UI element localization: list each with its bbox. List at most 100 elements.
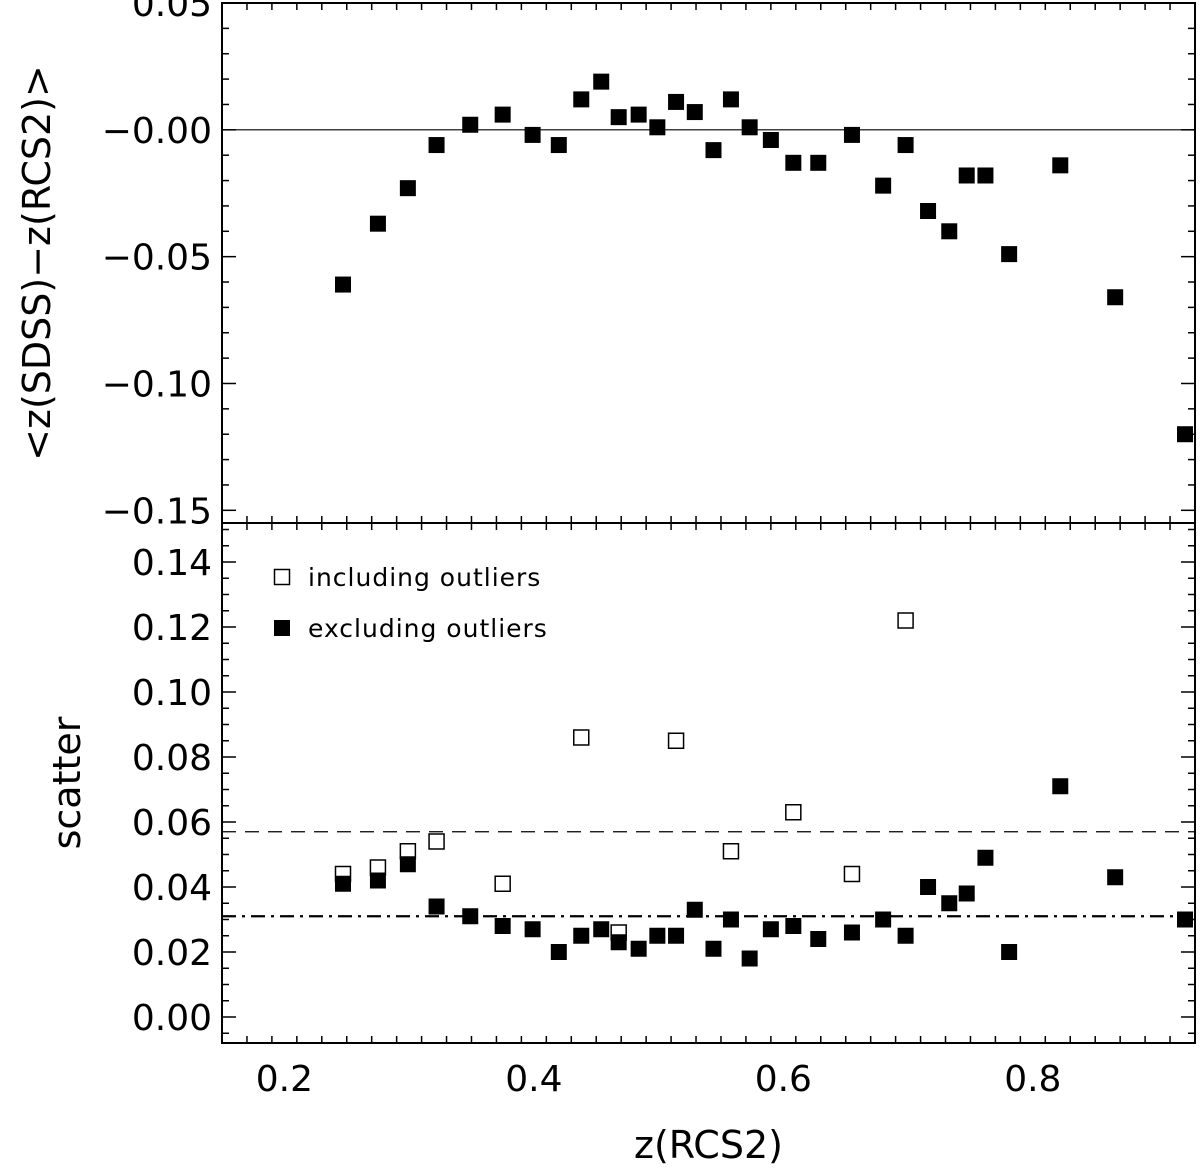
y-tick-label: 0.00 — [132, 998, 212, 1039]
data-point-filled — [1052, 778, 1069, 795]
data-point-filled — [920, 203, 937, 219]
data-point-filled — [649, 119, 666, 136]
data-point-filled — [1107, 289, 1124, 306]
data-point-filled — [399, 180, 416, 197]
top-panel: 0.05 −0.00 −0.05 −0.10 −0.15 — [102, 0, 1196, 532]
y-tick-label: 0.14 — [132, 543, 212, 584]
data-point-filled — [428, 137, 445, 154]
data-point-filled — [741, 950, 758, 967]
data-point-filled — [462, 908, 479, 925]
data-point-filled — [958, 885, 975, 902]
x-tick-label: 0.6 — [755, 1059, 812, 1100]
y-tick-label: 0.05 — [132, 0, 212, 25]
legend-label: excluding outliers — [308, 614, 548, 643]
y-tick-label: 0.04 — [132, 868, 212, 909]
legend-marker-open — [273, 568, 291, 586]
data-point-filled — [1052, 157, 1069, 174]
data-point-filled — [762, 131, 779, 148]
data-point-filled — [785, 154, 802, 171]
data-point-filled — [428, 898, 445, 915]
data-point-filled — [335, 276, 352, 293]
data-point-filled — [668, 927, 685, 944]
data-point-open — [843, 865, 861, 883]
data-point-filled — [610, 109, 627, 126]
data-point-open — [667, 732, 685, 749]
y-tick-label: 0.08 — [132, 738, 212, 779]
data-point-filled — [1001, 246, 1018, 263]
data-point-open — [428, 833, 445, 850]
axis-labels: 0.2 0.4 0.6 0.8 z(RCS2) <z(SDSS)−z(RCS2)> scat… — [15, 65, 1061, 1167]
data-point-filled — [941, 223, 958, 240]
y-tick-label: −0.05 — [102, 238, 212, 279]
data-point-filled — [843, 924, 860, 941]
x-tick-label: 0.2 — [256, 1059, 313, 1100]
y-tick-label: −0.00 — [102, 111, 212, 152]
data-point-filled — [897, 927, 914, 944]
y-tick-label: 0.02 — [132, 933, 212, 974]
data-point-open — [494, 875, 511, 892]
data-point-filled — [369, 872, 386, 889]
data-point-filled — [1001, 944, 1018, 960]
data-point-filled — [686, 901, 703, 918]
data-point-filled — [897, 137, 914, 154]
data-point-filled — [977, 849, 994, 866]
data-point-filled — [762, 921, 779, 938]
data-point-filled — [977, 167, 994, 184]
data-point-filled — [494, 918, 511, 934]
plot-frame — [221, 522, 1196, 1044]
data-point-filled — [630, 940, 647, 957]
data-point-filled — [335, 875, 352, 892]
data-point-filled — [1177, 426, 1194, 443]
data-point-filled — [494, 106, 511, 123]
data-point-filled — [369, 215, 386, 232]
data-point-open — [897, 612, 914, 629]
y-tick-label: 0.10 — [132, 673, 212, 714]
data-point-filled — [875, 911, 892, 928]
y-tick-label: −0.10 — [102, 364, 212, 405]
data-point-filled — [705, 142, 722, 159]
y-tick-label: 0.12 — [132, 608, 212, 649]
data-point-filled — [550, 137, 567, 154]
y-tick-label: −0.15 — [102, 491, 212, 532]
x-tick-label: 0.8 — [1004, 1059, 1061, 1100]
data-point-filled — [524, 126, 541, 143]
top-y-axis-label: <z(SDSS)−z(RCS2)> — [15, 65, 59, 461]
data-point-filled — [705, 940, 722, 957]
data-point-filled — [610, 934, 627, 951]
data-point-filled — [810, 154, 827, 171]
data-point-filled — [649, 927, 666, 944]
data-point-open — [785, 804, 802, 821]
data-point-filled — [1107, 869, 1124, 886]
data-point-open — [573, 729, 590, 746]
bottom-y-axis-label: scatter — [45, 716, 89, 849]
data-point-filled — [573, 927, 590, 944]
data-point-filled — [524, 921, 541, 938]
data-point-filled — [630, 106, 647, 123]
data-point-filled — [920, 879, 937, 895]
data-point-filled — [550, 944, 567, 960]
data-point-filled — [875, 177, 892, 194]
data-point-filled — [843, 126, 860, 143]
plot-frame — [221, 2, 1196, 524]
data-point-filled — [573, 91, 590, 108]
data-point-open — [722, 843, 740, 860]
data-point-filled — [722, 911, 739, 928]
data-point-filled — [741, 119, 758, 136]
data-point-filled — [722, 91, 739, 108]
data-point-filled — [593, 73, 610, 90]
legend-label: including outliers — [308, 563, 541, 592]
data-point-filled — [958, 167, 975, 184]
legend-marker-filled — [274, 620, 290, 636]
x-axis-label: z(RCS2) — [634, 1123, 783, 1167]
data-point-filled — [593, 921, 610, 938]
data-point-filled — [399, 856, 416, 873]
data-point-filled — [668, 93, 685, 110]
bottom-panel: 0.00 0.02 0.04 0.06 0.08 0.10 0.12 0.14 includin… — [132, 522, 1196, 1044]
data-point-filled — [941, 895, 958, 912]
x-tick-label: 0.4 — [505, 1059, 562, 1100]
data-point-filled — [686, 104, 703, 121]
data-point-filled — [462, 116, 479, 133]
data-point-filled — [1177, 911, 1194, 928]
data-point-filled — [785, 918, 802, 934]
